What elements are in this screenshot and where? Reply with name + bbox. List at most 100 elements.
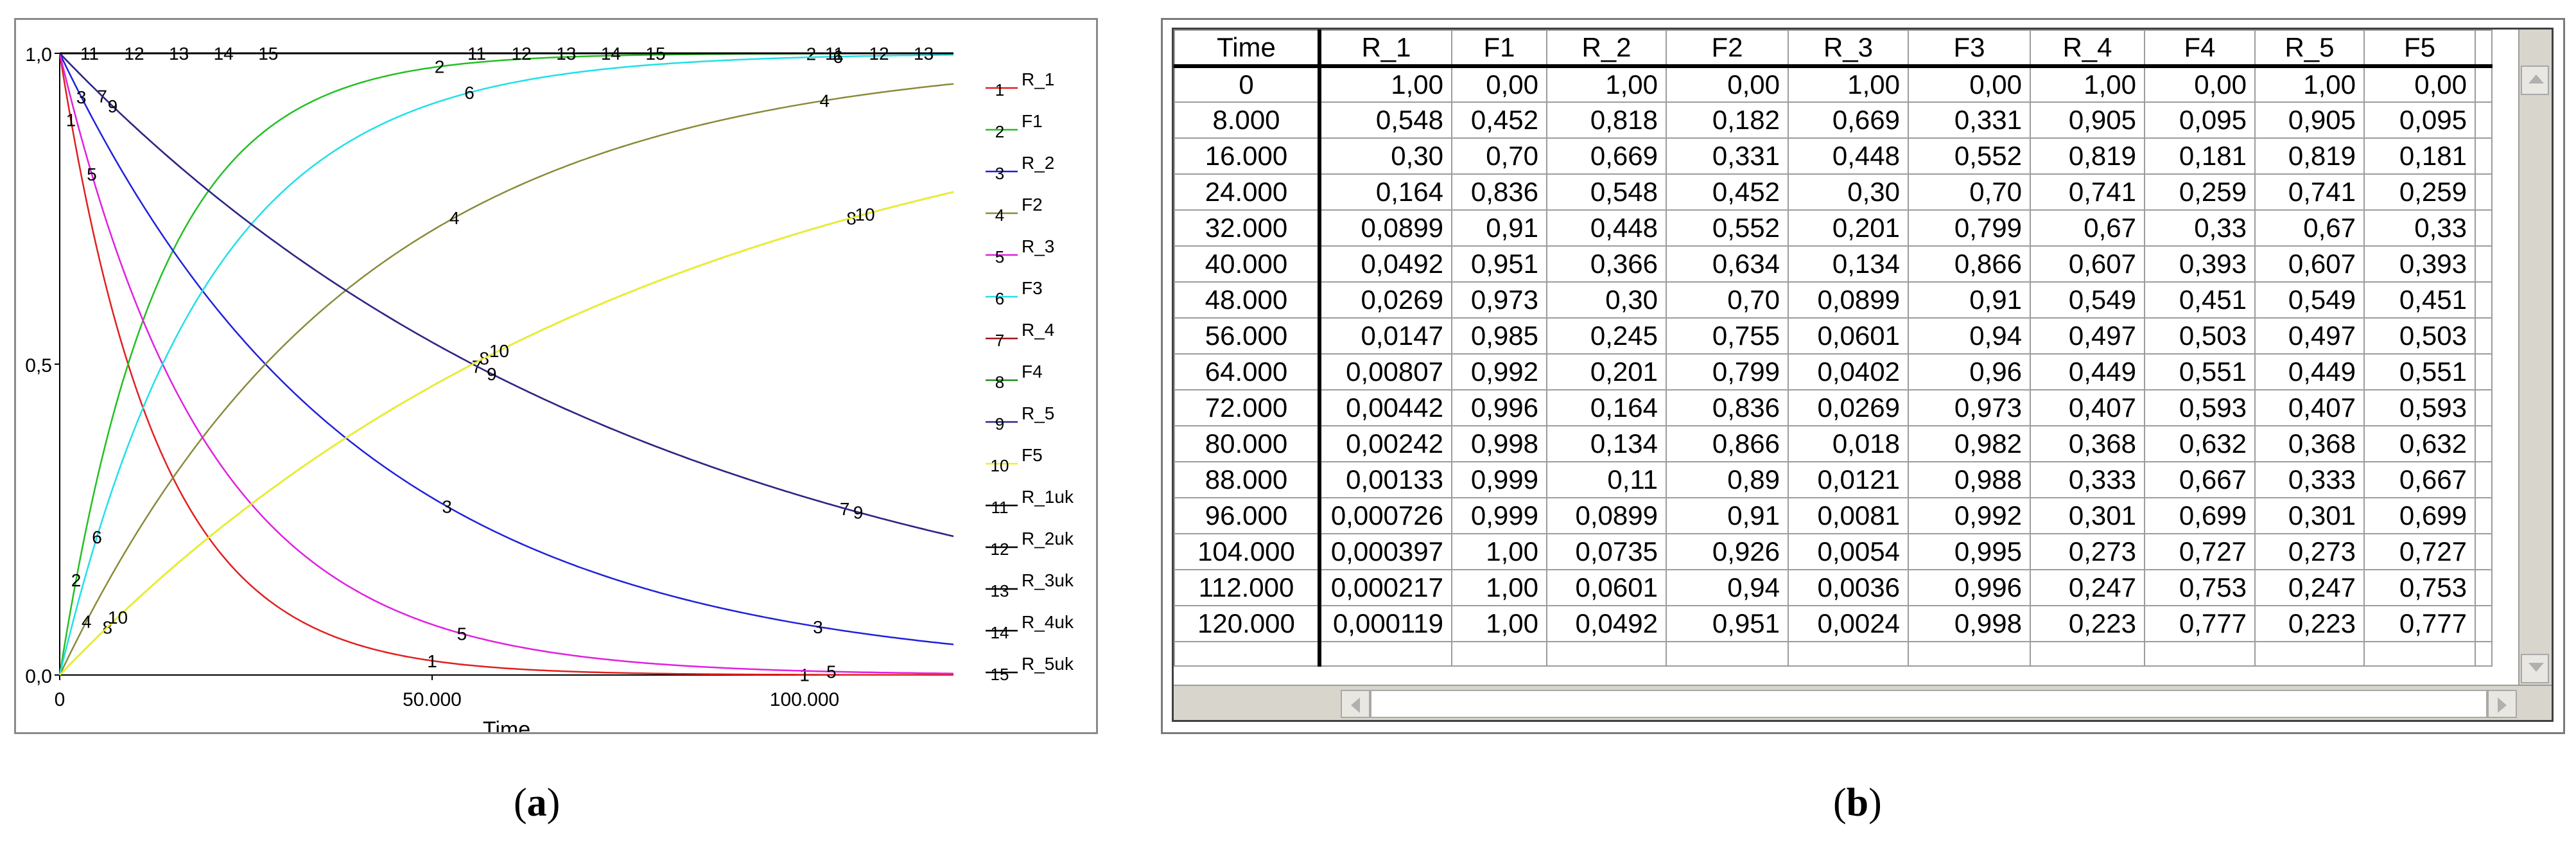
table-cell[interactable]: 0,799 xyxy=(1908,209,2031,247)
table-cell[interactable]: 0,497 xyxy=(2030,317,2145,355)
table-cell[interactable]: 0,67 xyxy=(2030,209,2145,247)
table-cell[interactable]: 0,549 xyxy=(2030,281,2145,319)
table-cell[interactable]: 1,00 xyxy=(1319,66,1452,103)
table-cell[interactable]: 0,331 xyxy=(1908,101,2031,139)
table-cell[interactable]: 0,182 xyxy=(1666,101,1789,139)
table-cell[interactable]: 0,407 xyxy=(2030,389,2145,426)
table-cell[interactable]: 0,11 xyxy=(1546,461,1667,498)
time-cell[interactable]: 72.000 xyxy=(1174,389,1321,426)
table-cell[interactable]: 0,982 xyxy=(1908,425,2031,462)
table-cell[interactable]: 0,201 xyxy=(1546,353,1667,390)
table-cell[interactable]: 0,095 xyxy=(2144,101,2256,139)
table-cell[interactable]: 0,799 xyxy=(1666,353,1789,390)
table-cell[interactable]: 0,905 xyxy=(2030,101,2145,139)
table-cell[interactable]: 0,988 xyxy=(1908,461,2031,498)
table-cell[interactable]: 0,0899 xyxy=(1788,281,1909,319)
table-cell[interactable]: 0,0024 xyxy=(1788,605,1909,642)
table-cell[interactable]: 0,973 xyxy=(1908,389,2031,426)
table-cell[interactable]: 0,998 xyxy=(1451,425,1547,462)
table-cell[interactable]: 0,836 xyxy=(1666,389,1789,426)
table-cell[interactable]: 0,89 xyxy=(1666,461,1789,498)
table-cell[interactable]: 0,223 xyxy=(2030,605,2145,642)
column-header-r-4[interactable]: R_4 xyxy=(2030,30,2145,68)
table-cell[interactable]: 0,452 xyxy=(1666,173,1789,211)
horizontal-scroll-thumb[interactable] xyxy=(1370,690,2487,718)
table-cell[interactable]: 1,00 xyxy=(1451,605,1547,642)
table-cell[interactable]: 0,70 xyxy=(1908,173,2031,211)
table-cell[interactable]: 1,00 xyxy=(2254,66,2365,103)
table-cell[interactable]: 0,94 xyxy=(1908,317,2031,355)
time-cell[interactable]: 16.000 xyxy=(1174,137,1321,175)
table-cell[interactable]: 0,393 xyxy=(2363,245,2476,283)
table-cell[interactable]: 0,999 xyxy=(1451,461,1547,498)
table-cell[interactable]: 0,0147 xyxy=(1319,317,1452,355)
table-cell[interactable]: 0,00133 xyxy=(1319,461,1452,498)
table-cell[interactable]: 0,449 xyxy=(2254,353,2365,390)
table-cell[interactable]: 0,301 xyxy=(2254,497,2365,534)
table-cell[interactable]: 0,926 xyxy=(1666,533,1789,570)
table-cell[interactable]: 0,452 xyxy=(1451,101,1547,139)
table-cell[interactable]: 0,00807 xyxy=(1319,353,1452,390)
table-cell[interactable]: 0,0899 xyxy=(1546,497,1667,534)
table-cell[interactable]: 0,996 xyxy=(1908,569,2031,606)
column-header-f1[interactable]: F1 xyxy=(1451,30,1547,68)
table-cell[interactable]: 0,91 xyxy=(1666,497,1789,534)
table-cell[interactable]: 0,134 xyxy=(1788,245,1909,283)
table-cell[interactable]: 0,164 xyxy=(1319,173,1452,211)
time-cell[interactable]: 40.000 xyxy=(1174,245,1321,283)
table-cell[interactable]: 0,449 xyxy=(2030,353,2145,390)
table-cell[interactable]: 1,00 xyxy=(1451,533,1547,570)
table-cell[interactable]: 0,951 xyxy=(1666,605,1789,642)
table-cell[interactable]: 0,000726 xyxy=(1319,497,1452,534)
table-cell[interactable]: 0,368 xyxy=(2254,425,2365,462)
table-cell[interactable]: 0,33 xyxy=(2144,209,2256,247)
table-cell[interactable]: 0,819 xyxy=(2254,137,2365,175)
table-cell[interactable]: 0,247 xyxy=(2030,569,2145,606)
table-cell[interactable]: 0,741 xyxy=(2254,173,2365,211)
table-cell[interactable]: 0,448 xyxy=(1546,209,1667,247)
time-cell[interactable]: 48.000 xyxy=(1174,281,1321,319)
table-cell[interactable]: 0,741 xyxy=(2030,173,2145,211)
table-cell[interactable]: 0,669 xyxy=(1546,137,1667,175)
time-cell[interactable]: 80.000 xyxy=(1174,425,1321,462)
table-cell[interactable]: 0,0269 xyxy=(1319,281,1452,319)
table-cell[interactable]: 0,181 xyxy=(2363,137,2476,175)
table-cell[interactable]: 0,999 xyxy=(1451,497,1547,534)
scroll-down-button[interactable] xyxy=(2521,654,2549,683)
table-cell[interactable]: 0,000119 xyxy=(1319,605,1452,642)
table-cell[interactable]: 0,94 xyxy=(1666,569,1789,606)
table-cell[interactable]: 0,951 xyxy=(1451,245,1547,283)
table-cell[interactable]: 0,551 xyxy=(2363,353,2476,390)
time-cell[interactable]: 120.000 xyxy=(1174,605,1321,642)
table-cell[interactable]: 0,634 xyxy=(1666,245,1789,283)
table-cell[interactable]: 0,753 xyxy=(2363,569,2476,606)
table-cell[interactable]: 0,91 xyxy=(1451,209,1547,247)
table-cell[interactable]: 0,593 xyxy=(2363,389,2476,426)
table-cell[interactable]: 0,70 xyxy=(1666,281,1789,319)
column-header-r-1[interactable]: R_1 xyxy=(1319,30,1452,68)
table-cell[interactable]: 0,777 xyxy=(2363,605,2476,642)
table-cell[interactable]: 0,67 xyxy=(2254,209,2365,247)
table-cell[interactable]: 0,223 xyxy=(2254,605,2365,642)
table-cell[interactable]: 0,134 xyxy=(1546,425,1667,462)
table-cell[interactable]: 1,00 xyxy=(1788,66,1909,103)
column-header-r-5[interactable]: R_5 xyxy=(2254,30,2365,68)
table-cell[interactable]: 0,818 xyxy=(1546,101,1667,139)
column-header-r-3[interactable]: R_3 xyxy=(1788,30,1909,68)
horizontal-scrollbar[interactable] xyxy=(1174,685,2552,720)
column-header-f2[interactable]: F2 xyxy=(1666,30,1789,68)
table-cell[interactable]: 0,0402 xyxy=(1788,353,1909,390)
table-cell[interactable]: 0,333 xyxy=(2030,461,2145,498)
table-cell[interactable]: 0,273 xyxy=(2030,533,2145,570)
table-cell[interactable]: 0,30 xyxy=(1319,137,1452,175)
table-cell[interactable]: 0,247 xyxy=(2254,569,2365,606)
table-cell[interactable]: 0,33 xyxy=(2363,209,2476,247)
table-cell[interactable]: 0,669 xyxy=(1788,101,1909,139)
table-cell[interactable]: 0,836 xyxy=(1451,173,1547,211)
column-header-time[interactable]: Time xyxy=(1174,30,1321,68)
column-header-f5[interactable]: F5 xyxy=(2363,30,2476,68)
table-cell[interactable]: 0,366 xyxy=(1546,245,1667,283)
table-cell[interactable]: 0,667 xyxy=(2363,461,2476,498)
table-cell[interactable]: 0,333 xyxy=(2254,461,2365,498)
table-cell[interactable]: 0,259 xyxy=(2363,173,2476,211)
